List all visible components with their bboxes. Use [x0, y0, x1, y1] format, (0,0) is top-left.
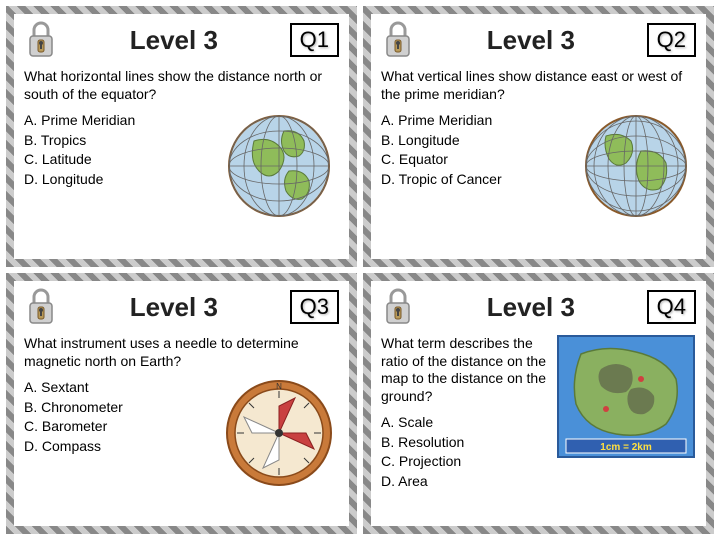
globe-icon — [576, 111, 696, 221]
answer-option: A. Prime Meridian — [24, 111, 209, 131]
answer-option: D. Longitude — [24, 170, 209, 190]
lock-icon — [24, 287, 58, 327]
answer-option: C. Latitude — [24, 150, 209, 170]
map-icon: 1cm = 2km — [556, 331, 696, 461]
question-card-2: Level 3 Q2 What vertical lines show dist… — [363, 6, 714, 267]
answer-option: A. Scale — [381, 413, 548, 433]
card-body: A. Prime Meridian B. Tropics C. Latitude… — [24, 111, 339, 249]
question-card-4: Level 3 Q4 What term describes the ratio… — [363, 273, 714, 534]
lock-icon — [24, 20, 58, 60]
question-text: What horizontal lines show the distance … — [24, 68, 339, 103]
answer-option: C. Projection — [381, 452, 548, 472]
question-text: What term describes the ratio of the dis… — [381, 335, 548, 405]
answer-option: C. Barometer — [24, 417, 209, 437]
answer-list: A. Sextant B. Chronometer C. Barometer D… — [24, 378, 209, 516]
question-number: Q3 — [290, 290, 339, 324]
answer-option: D. Tropic of Cancer — [381, 170, 566, 190]
answer-list: A. Prime Meridian B. Longitude C. Equato… — [381, 111, 566, 249]
answer-option: A. Sextant — [24, 378, 209, 398]
level-title: Level 3 — [423, 292, 639, 323]
card-header: Level 3 Q4 — [381, 287, 696, 327]
card-body: A. Sextant B. Chronometer C. Barometer D… — [24, 378, 339, 516]
lock-icon — [381, 287, 415, 327]
answer-option: D. Area — [381, 472, 548, 492]
globe-icon — [219, 111, 339, 221]
scale-text: 1cm = 2km — [600, 442, 652, 453]
question-card-3: Level 3 Q3 What instrument uses a needle… — [6, 273, 357, 534]
answer-option: B. Tropics — [24, 131, 209, 151]
answer-option: D. Compass — [24, 437, 209, 457]
card-header: Level 3 Q3 — [24, 287, 339, 327]
question-card-1: Level 3 Q1 What horizontal lines show th… — [6, 6, 357, 267]
answer-option: B. Longitude — [381, 131, 566, 151]
question-number: Q1 — [290, 23, 339, 57]
level-title: Level 3 — [66, 292, 282, 323]
answer-option: B. Resolution — [381, 433, 548, 453]
level-title: Level 3 — [423, 25, 639, 56]
card-header: Level 3 Q2 — [381, 20, 696, 60]
answer-list: A. Scale B. Resolution C. Projection D. … — [381, 413, 548, 491]
answer-option: C. Equator — [381, 150, 566, 170]
svg-text:N: N — [276, 382, 282, 391]
lock-icon — [381, 20, 415, 60]
card-header: Level 3 Q1 — [24, 20, 339, 60]
question-number: Q4 — [647, 290, 696, 324]
compass-icon: N — [219, 378, 339, 488]
question-text: What instrument uses a needle to determi… — [24, 335, 339, 370]
answer-option: A. Prime Meridian — [381, 111, 566, 131]
question-text: What vertical lines show distance east o… — [381, 68, 696, 103]
question-number: Q2 — [647, 23, 696, 57]
level-title: Level 3 — [66, 25, 282, 56]
card-body: A. Prime Meridian B. Longitude C. Equato… — [381, 111, 696, 249]
answer-option: B. Chronometer — [24, 398, 209, 418]
answer-list: A. Prime Meridian B. Tropics C. Latitude… — [24, 111, 209, 249]
